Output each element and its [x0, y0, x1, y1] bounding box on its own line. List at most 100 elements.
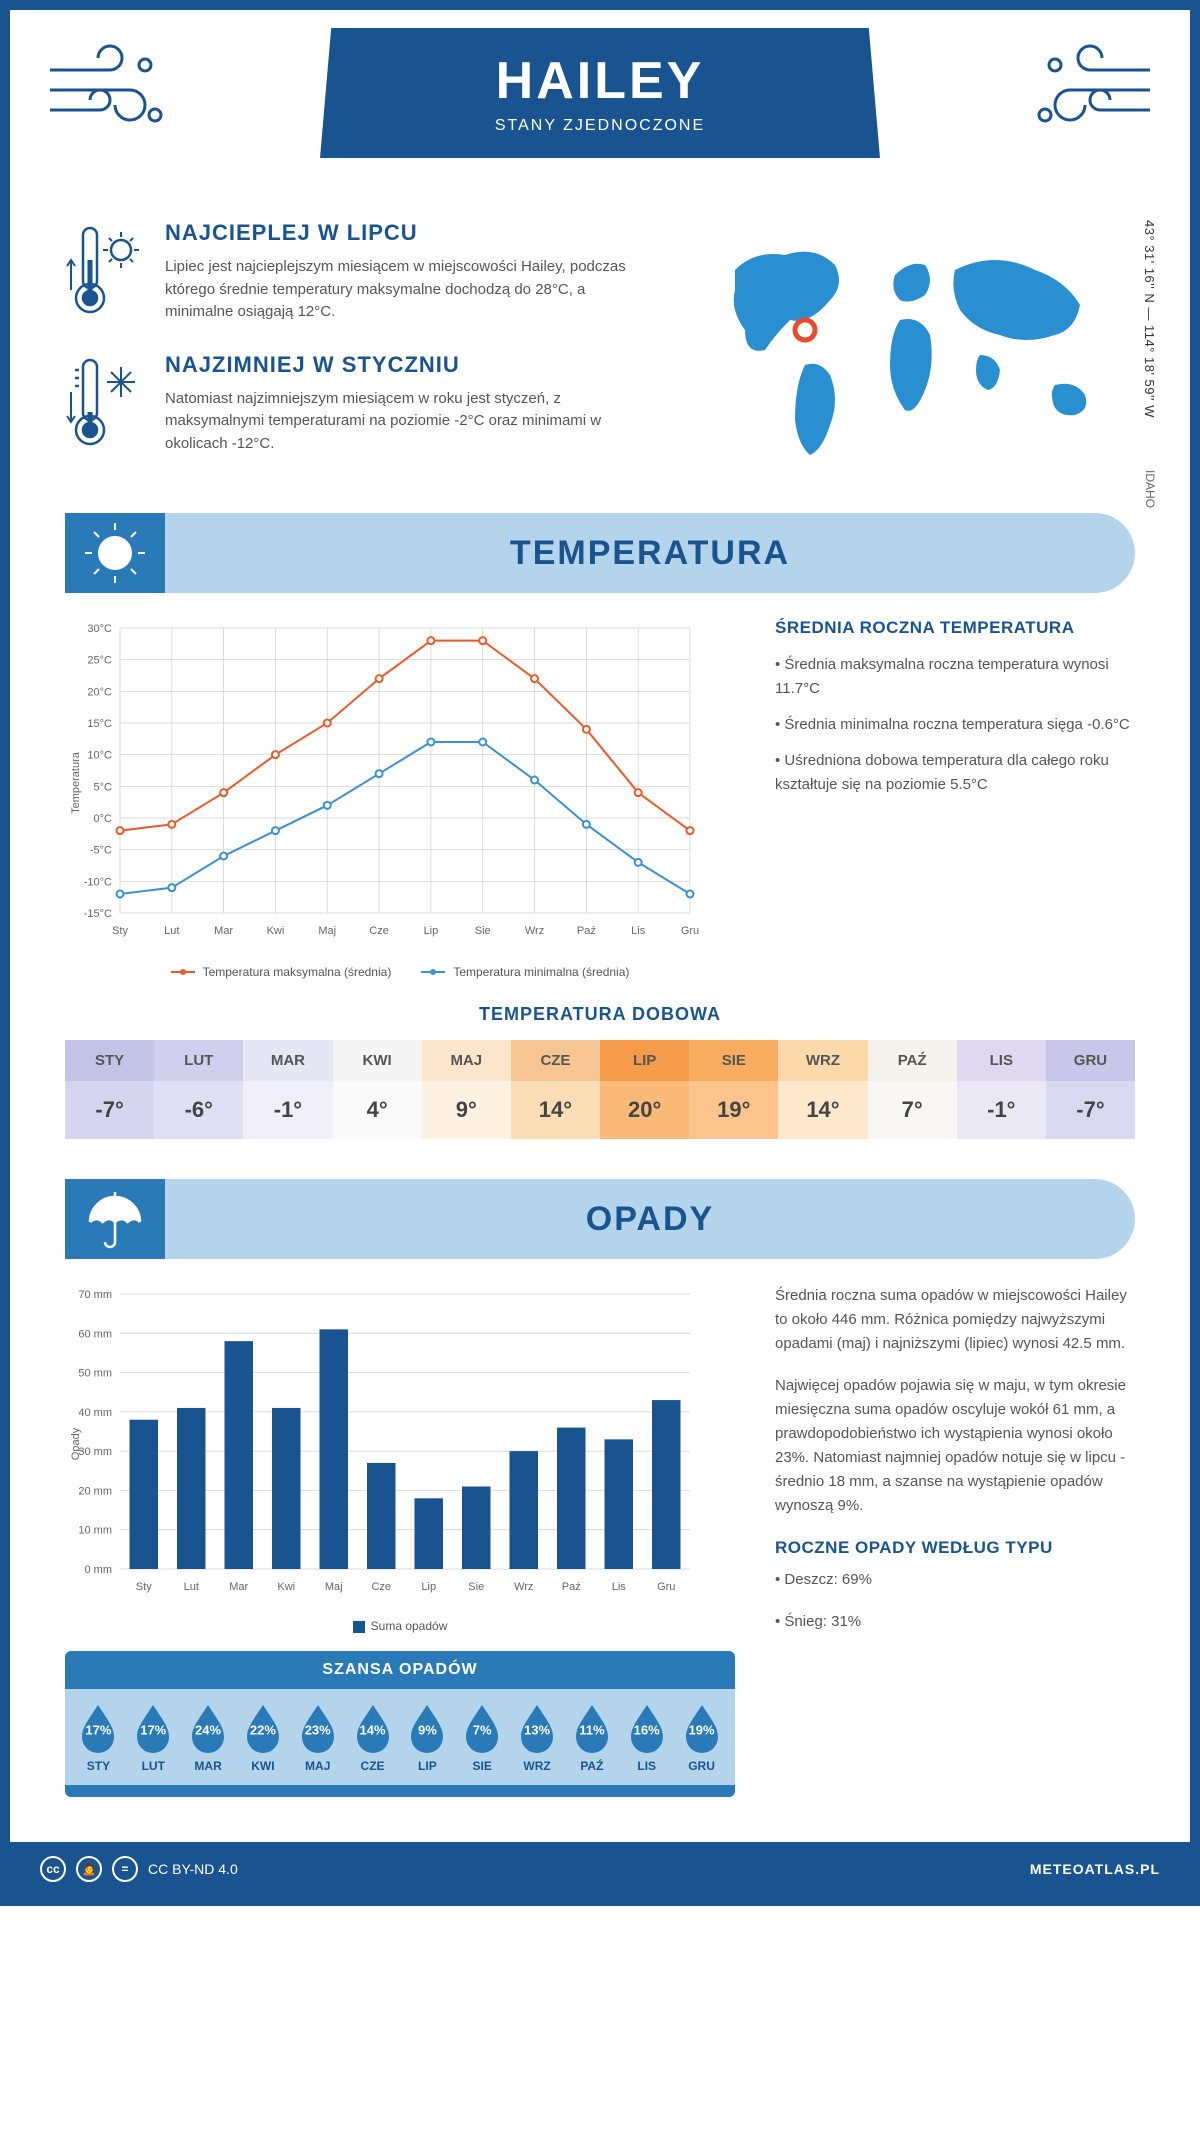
daily-month: SIE [689, 1040, 778, 1081]
szansa-month: LIS [619, 1759, 674, 1773]
daily-cell: SIE19° [689, 1040, 778, 1139]
svg-text:Cze: Cze [371, 1581, 391, 1593]
daily-cell: PAŹ7° [868, 1040, 957, 1139]
drop-icon: 23% [297, 1701, 339, 1753]
cc-icon: cc [40, 1856, 66, 1882]
sun-icon [80, 518, 150, 588]
svg-text:Sty: Sty [112, 925, 128, 937]
umbrella-icon [80, 1184, 150, 1254]
drop-value: 13% [524, 1722, 550, 1737]
svg-text:20°C: 20°C [87, 686, 112, 698]
temp-info-heading: ŚREDNIA ROCZNA TEMPERATURA [775, 618, 1135, 638]
svg-text:Maj: Maj [318, 925, 336, 937]
opady-legend: Suma opadów [371, 1619, 448, 1633]
daily-value: -6° [154, 1081, 243, 1139]
svg-text:70 mm: 70 mm [78, 1289, 112, 1301]
svg-text:0 mm: 0 mm [85, 1564, 113, 1576]
svg-text:60 mm: 60 mm [78, 1328, 112, 1340]
szansa-month: MAR [181, 1759, 236, 1773]
svg-text:Cze: Cze [369, 925, 389, 937]
szansa-cell: 14%CZE [345, 1701, 400, 1773]
daily-value: -1° [243, 1081, 332, 1139]
daily-value: 20° [600, 1081, 689, 1139]
daily-value: -7° [65, 1081, 154, 1139]
thermometer-cold-icon [65, 352, 145, 452]
svg-text:40 mm: 40 mm [78, 1407, 112, 1419]
daily-value: 14° [778, 1081, 867, 1139]
szansa-month: WRZ [510, 1759, 565, 1773]
svg-text:30 mm: 30 mm [78, 1446, 112, 1458]
szansa-cell: 23%MAJ [290, 1701, 345, 1773]
drop-icon: 17% [77, 1701, 119, 1753]
temp-bullet: • Średnia minimalna roczna temperatura s… [775, 713, 1135, 737]
svg-text:-15°C: -15°C [84, 908, 112, 920]
drop-value: 24% [195, 1722, 221, 1737]
drop-icon: 11% [571, 1701, 613, 1753]
svg-text:15°C: 15°C [87, 718, 112, 730]
svg-text:Lip: Lip [424, 925, 439, 937]
svg-text:20 mm: 20 mm [78, 1485, 112, 1497]
szansa-month: LUT [126, 1759, 181, 1773]
drop-value: 23% [305, 1722, 331, 1737]
svg-text:5°C: 5°C [94, 781, 113, 793]
license-text: CC BY-ND 4.0 [148, 1861, 238, 1877]
footer: cc 🙍 = CC BY-ND 4.0 METEOATLAS.PL [10, 1842, 1190, 1896]
daily-cell: WRZ14° [778, 1040, 867, 1139]
opady-type-bullet: • Śnieg: 31% [775, 1610, 1135, 1634]
drop-icon: 13% [516, 1701, 558, 1753]
svg-text:Mar: Mar [229, 1581, 248, 1593]
daily-month: MAR [243, 1040, 332, 1081]
svg-text:10 mm: 10 mm [78, 1525, 112, 1537]
temp-chart: -15°C-10°C-5°C0°C5°C10°C15°C20°C25°C30°C… [65, 618, 735, 979]
drop-value: 7% [473, 1722, 492, 1737]
drop-icon: 22% [242, 1701, 284, 1753]
drop-icon: 24% [187, 1701, 229, 1753]
intro-row: NAJCIEPLEJ W LIPCU Lipiec jest najcieple… [65, 220, 1135, 483]
title-banner: HAILEY STANY ZJEDNOCZONE [320, 28, 880, 158]
daily-month: KWI [333, 1040, 422, 1081]
temp-section-bar: TEMPERATURA [65, 513, 1135, 593]
drop-icon: 17% [132, 1701, 174, 1753]
svg-text:Sie: Sie [475, 925, 491, 937]
szansa-month: GRU [674, 1759, 729, 1773]
daily-value: 19° [689, 1081, 778, 1139]
drop-value: 17% [85, 1722, 111, 1737]
temp-title: TEMPERATURA [165, 534, 1135, 573]
daily-cell: MAR-1° [243, 1040, 332, 1139]
szansa-month: SIE [455, 1759, 510, 1773]
szansa-cell: 7% SIE [455, 1701, 510, 1773]
daily-month: LIS [957, 1040, 1046, 1081]
daily-month: CZE [511, 1040, 600, 1081]
svg-text:Sty: Sty [136, 1581, 152, 1593]
svg-text:Gru: Gru [657, 1581, 675, 1593]
szansa-month: LIP [400, 1759, 455, 1773]
szansa-cell: 17%STY [71, 1701, 126, 1773]
daily-cell: GRU-7° [1046, 1040, 1135, 1139]
daily-month: MAJ [422, 1040, 511, 1081]
svg-text:Paź: Paź [577, 925, 596, 937]
daily-cell: LIS-1° [957, 1040, 1046, 1139]
world-map [695, 220, 1135, 480]
state-label: IDAHO [1143, 470, 1157, 508]
szansa-cell: 16%LIS [619, 1701, 674, 1773]
wind-icon-right [1020, 40, 1160, 140]
opady-type-bullet: • Deszcz: 69% [775, 1568, 1135, 1592]
opady-section-bar: OPADY [65, 1179, 1135, 1259]
daily-month: GRU [1046, 1040, 1135, 1081]
svg-text:Kwi: Kwi [267, 925, 285, 937]
daily-month: LIP [600, 1040, 689, 1081]
svg-text:-5°C: -5°C [90, 845, 112, 857]
temp-bullet: • Uśredniona dobowa temperatura dla całe… [775, 749, 1135, 797]
daily-cell: MAJ9° [422, 1040, 511, 1139]
svg-text:Lut: Lut [164, 925, 179, 937]
daily-title: TEMPERATURA DOBOWA [65, 1004, 1135, 1025]
svg-text:50 mm: 50 mm [78, 1368, 112, 1380]
svg-text:Wrz: Wrz [514, 1581, 533, 1593]
hot-fact: NAJCIEPLEJ W LIPCU Lipiec jest najcieple… [65, 220, 655, 324]
drop-value: 17% [140, 1722, 166, 1737]
svg-text:10°C: 10°C [87, 750, 112, 762]
svg-text:Lis: Lis [631, 925, 646, 937]
daily-cell: CZE14° [511, 1040, 600, 1139]
svg-text:Lip: Lip [421, 1581, 436, 1593]
daily-cell: LUT-6° [154, 1040, 243, 1139]
